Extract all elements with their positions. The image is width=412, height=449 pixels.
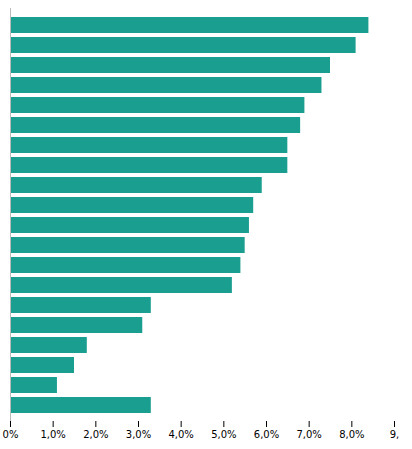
svg-text:3,0%: 3,0% [126,429,151,440]
svg-text:1,0%: 1,0% [40,429,65,440]
svg-text:9,: 9, [390,429,400,440]
svg-text:7,0%: 7,0% [296,429,321,440]
svg-text:0%: 0% [3,429,19,440]
svg-text:2,0%: 2,0% [83,429,108,440]
svg-text:8,0%: 8,0% [339,429,364,440]
svg-text:5,0%: 5,0% [211,429,236,440]
svg-text:6,0%: 6,0% [254,429,279,440]
svg-text:4,0%: 4,0% [168,429,193,440]
